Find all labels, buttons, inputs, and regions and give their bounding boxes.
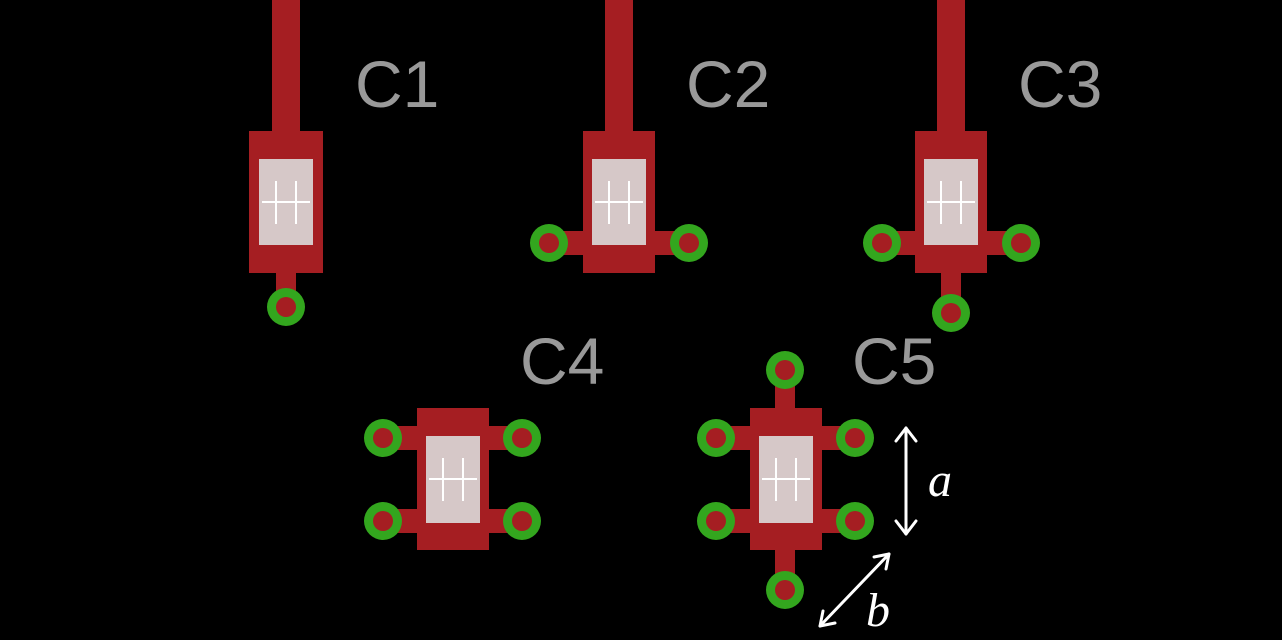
via-left[interactable] (530, 224, 568, 262)
via-bottom[interactable] (932, 294, 970, 332)
via-bottom[interactable] (766, 571, 804, 609)
component-label: C3 (1018, 47, 1102, 121)
via-right[interactable] (670, 224, 708, 262)
pad-bottom (426, 494, 480, 523)
pad-bottom (924, 216, 978, 245)
via-top[interactable] (766, 351, 804, 389)
component-label: C1 (355, 47, 439, 121)
trace (937, 0, 965, 135)
via-top-right[interactable] (503, 419, 541, 457)
via-bottom-left[interactable] (364, 502, 402, 540)
via-bottom-right[interactable] (503, 502, 541, 540)
trace (272, 0, 300, 135)
pad-top (259, 159, 313, 188)
pad-bottom (759, 494, 813, 523)
trace (605, 0, 633, 135)
component-label: C4 (520, 324, 604, 398)
dimension-a-label: a (928, 454, 952, 507)
component-label: C2 (686, 47, 770, 121)
via-top-left[interactable] (697, 419, 735, 457)
via-bottom-right[interactable] (836, 502, 874, 540)
pad-top (924, 159, 978, 188)
pad-top (592, 159, 646, 188)
pad-bottom (259, 216, 313, 245)
pad-top (426, 436, 480, 465)
via-left[interactable] (863, 224, 901, 262)
via-bottom[interactable] (267, 288, 305, 326)
via-right[interactable] (1002, 224, 1040, 262)
via-top-right[interactable] (836, 419, 874, 457)
dimension-b-label: b (866, 584, 890, 637)
pad-bottom (592, 216, 646, 245)
via-bottom-left[interactable] (697, 502, 735, 540)
component-label: C5 (852, 324, 936, 398)
via-top-left[interactable] (364, 419, 402, 457)
pad-top (759, 436, 813, 465)
